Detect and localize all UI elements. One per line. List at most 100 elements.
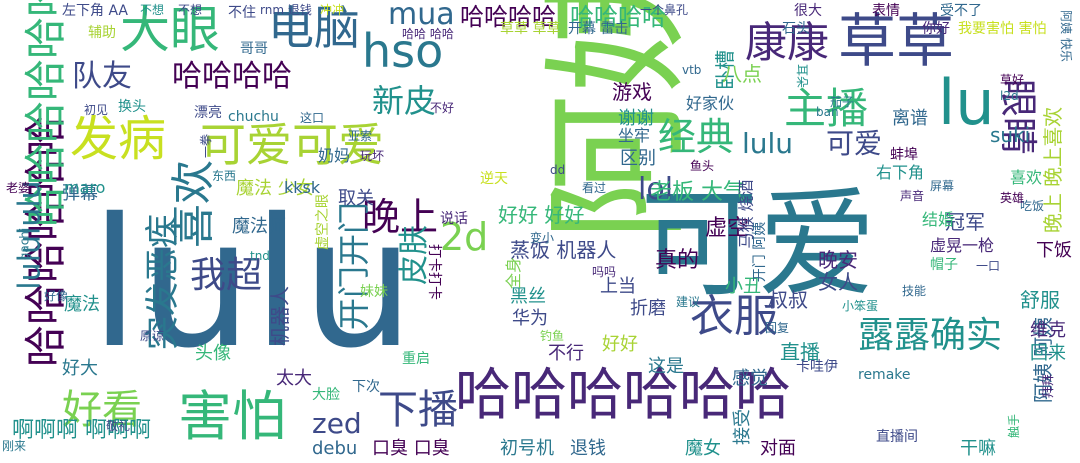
cloud-word: gachi xyxy=(17,227,32,261)
cloud-word: 不好 xyxy=(430,101,455,115)
cloud-word: 吃饭 xyxy=(1020,199,1045,213)
cloud-word: 冲冲 xyxy=(320,3,345,17)
cloud-word: 敬礼 xyxy=(106,419,131,433)
cloud-word: 结婚 xyxy=(922,210,955,229)
cloud-word: 干嘛 xyxy=(960,438,996,459)
cloud-word: 这口 xyxy=(300,111,325,125)
cloud-word: 哥哥 xyxy=(240,41,268,57)
cloud-word: 电脑 xyxy=(268,1,360,55)
cloud-word: 可爱可爱 xyxy=(200,118,384,172)
cloud-word: 感觉 xyxy=(732,368,768,389)
cloud-word: l2d xyxy=(1000,89,1019,103)
cloud-word: 八点 xyxy=(722,62,762,86)
cloud-word: 老婆 xyxy=(6,181,31,195)
cloud-word: 取关 xyxy=(338,188,374,209)
cloud-word: 队友 xyxy=(72,59,132,94)
cloud-word: kksk xyxy=(284,178,321,197)
cloud-word: 哈哈 哈哈 xyxy=(402,27,454,41)
cloud-word: 卡哇伊 xyxy=(796,359,838,375)
cloud-word: hso xyxy=(362,24,444,78)
cloud-word: 蒸饭 机器人 xyxy=(510,238,617,262)
cloud-word: suki xyxy=(990,123,1031,147)
cloud-word: 下次 xyxy=(352,379,380,395)
cloud-word: 一个鼻孔 xyxy=(640,3,689,17)
cloud-word: 谢谢 xyxy=(618,108,654,129)
cloud-word: 发病 xyxy=(70,111,167,167)
cloud-word: ban xyxy=(816,105,839,119)
cloud-word: 说话 xyxy=(440,211,468,227)
cloud-word: 虚空 xyxy=(705,216,750,241)
cloud-word: 晚上 晚上喜欢 xyxy=(1041,106,1066,234)
cloud-word: 蚌埠 xyxy=(890,147,918,163)
cloud-word: chuchu xyxy=(228,109,279,125)
cloud-word: 魔法师 xyxy=(232,216,286,237)
cloud-word: 太大 xyxy=(276,368,312,389)
cloud-word: 换头 xyxy=(118,99,146,115)
cloud-word: 刚来 xyxy=(2,439,27,453)
cloud-word: 吗吗 xyxy=(592,265,617,279)
cloud-word: mua xyxy=(388,0,455,32)
cloud-word: 舒服 xyxy=(1020,288,1060,312)
cloud-word: lulu xyxy=(90,180,415,387)
cloud-word: zed xyxy=(312,407,362,440)
cloud-word: 开门开门 xyxy=(335,201,374,331)
cloud-word: 大脸 xyxy=(312,387,340,403)
cloud-word: 这是 xyxy=(648,356,684,377)
cloud-word: 冠军 xyxy=(945,210,985,234)
cloud-word: 建议 xyxy=(676,295,701,309)
cloud-word: 石头 xyxy=(782,21,810,37)
cloud-word: 亚索 xyxy=(348,129,373,143)
cloud-word: remake xyxy=(858,367,911,383)
cloud-word: 区别 xyxy=(620,148,656,169)
cloud-word: 直播 xyxy=(780,340,820,364)
cloud-word: 直播间 xyxy=(876,429,918,445)
cloud-word: 漂亮 xyxy=(194,105,222,121)
cloud-word: 打卡打卡 xyxy=(426,244,442,300)
cloud-word: 初号机 xyxy=(500,438,554,459)
cloud-word: 初见 xyxy=(84,103,109,117)
cloud-word: 不想 xyxy=(140,3,165,17)
cloud-word: 黑丝 xyxy=(510,286,546,307)
cloud-word: 草草 xyxy=(838,7,955,75)
cloud-word: 华为 xyxy=(512,308,548,329)
cloud-word: 可爱 xyxy=(640,175,877,313)
cloud-word: 老板 大气 xyxy=(650,180,745,205)
cloud-word: 折磨 xyxy=(630,298,666,319)
cloud-word: dd xyxy=(550,163,566,177)
cloud-word: 好看 xyxy=(62,387,142,433)
cloud-word: 小笨蛋 xyxy=(842,299,879,313)
cloud-word: 可爱 xyxy=(826,127,883,160)
cloud-word: 逆天 xyxy=(480,171,508,187)
cloud-word: 茄子 xyxy=(830,95,855,109)
cloud-word: 露露确实 xyxy=(858,315,1003,356)
cloud-word: 回复 xyxy=(765,321,790,335)
cloud-word: 魔法 xyxy=(64,294,100,315)
cloud-word: 康康 xyxy=(745,18,830,67)
cloud-word: 阿姨 快乐 xyxy=(1058,10,1073,62)
cloud-word: lol xyxy=(638,172,674,207)
cloud-word: 技能 xyxy=(902,284,927,298)
cloud-word: 辅助 xyxy=(88,25,116,41)
cloud-word: 哈哈哈哈 xyxy=(570,3,666,31)
cloud-word: 好好 好好 xyxy=(498,203,585,227)
cloud-word: 帽子 xyxy=(930,257,958,273)
cloud-word: 2d xyxy=(440,215,489,259)
cloud-word: 好好 xyxy=(602,334,638,355)
cloud-word: 离谱 xyxy=(892,108,928,129)
cloud-word: 新皮 xyxy=(372,82,437,120)
cloud-word: 弹幕 xyxy=(62,183,98,204)
cloud-word: 哈哈哈哈 xyxy=(172,59,292,94)
cloud-word: 声音 xyxy=(900,189,925,203)
cloud-word: 坐牢 xyxy=(618,126,651,145)
cloud-word: 左下角 AA xyxy=(62,3,128,19)
cloud-word: 魔法 少女 xyxy=(236,178,314,199)
cloud-word: 虚晃一枪 xyxy=(930,236,995,255)
cloud-word: 女人 xyxy=(818,270,858,294)
cloud-word: 游戏 xyxy=(612,80,652,104)
cloud-word: 维克 xyxy=(1030,320,1066,341)
cloud-word: 重启 xyxy=(402,351,430,367)
cloud-word: 下播 xyxy=(378,387,458,433)
cloud-word: 魔女 xyxy=(685,438,721,459)
cloud-word: 受不了 xyxy=(940,3,982,19)
